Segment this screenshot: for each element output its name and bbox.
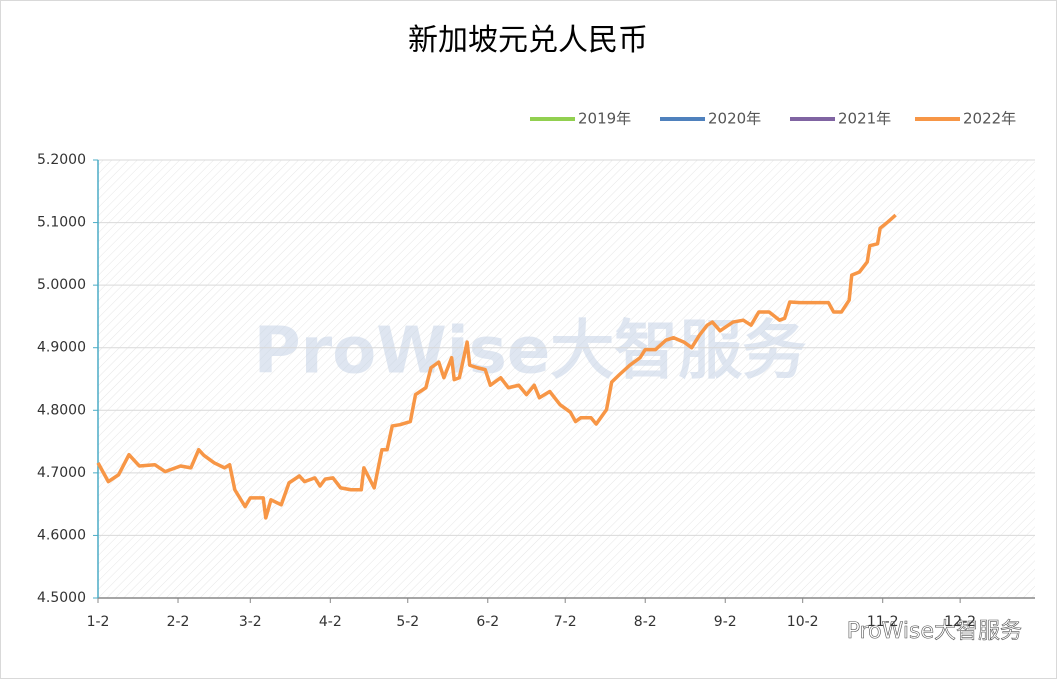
- series-line: [96, 213, 897, 520]
- x-tick-label: 3-2: [239, 614, 262, 630]
- legend-label: 2021年: [838, 110, 891, 128]
- x-tick-label: 1-2: [87, 614, 110, 630]
- y-tick-label: 4.8000: [37, 402, 86, 418]
- y-tick-label: 5.0000: [37, 277, 86, 293]
- legend-label: 2020年: [708, 110, 761, 128]
- y-tick-label: 5.1000: [37, 215, 86, 231]
- x-tick-label: 8-2: [634, 614, 657, 630]
- x-tick-label: 10-2: [787, 614, 819, 630]
- y-tick-label: 4.9000: [37, 340, 86, 356]
- legend-label: 2022年: [963, 110, 1016, 128]
- x-tick-label: 6-2: [476, 614, 499, 630]
- y-tick-label: 4.6000: [37, 527, 86, 543]
- chart-title: 新加坡元兑人民币: [408, 23, 648, 58]
- x-tick-label: 11-2: [867, 614, 899, 630]
- x-tick-label: 9-2: [714, 614, 737, 630]
- y-tick-label: 5.2000: [37, 152, 86, 168]
- watermark: ProWise大智服务: [254, 315, 806, 389]
- x-tick-label: 5-2: [396, 614, 419, 630]
- x-tick-label: 12-2: [944, 614, 976, 630]
- x-tick-label: 7-2: [554, 614, 577, 630]
- x-tick-label: 2-2: [167, 614, 190, 630]
- y-tick-label: 4.7000: [37, 465, 86, 481]
- watermark: ProWise大智服务: [847, 619, 1022, 644]
- y-tick-label: 4.5000: [37, 590, 86, 606]
- x-tick-label: 4-2: [319, 614, 342, 630]
- legend-label: 2019年: [578, 110, 631, 128]
